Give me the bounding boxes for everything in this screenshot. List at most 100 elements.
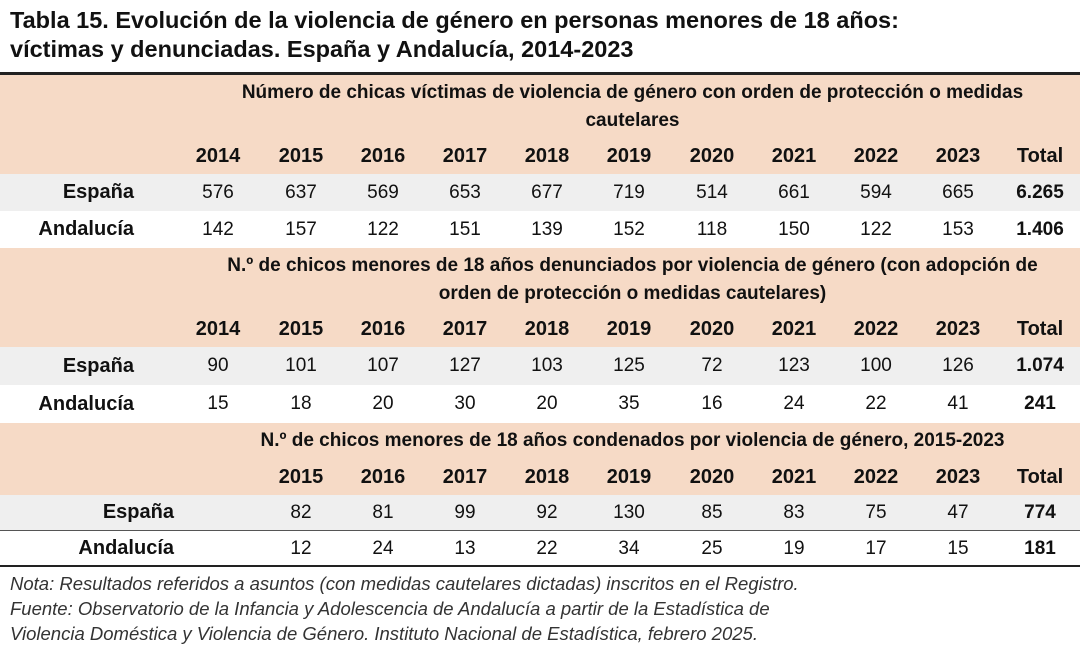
table-cell: 130 [613,501,645,523]
table-cell: 719 [613,181,645,203]
table-cell: 637 [285,181,317,203]
row-total: 181 [1024,537,1056,559]
table-cell: 19 [783,537,805,559]
table-cell: 103 [531,355,563,376]
table-cell: 34 [618,537,640,559]
table-cell: 152 [613,218,645,240]
column-header-2019: 2019 [606,317,652,340]
column-header-2021: 2021 [771,145,817,167]
table-cell: 90 [207,355,229,376]
column-header-2014: 2014 [195,317,241,340]
row-label: Andalucía [38,218,134,240]
table-cell: 24 [372,537,394,559]
row-label: Andalucía [78,537,174,559]
table-cell: 22 [536,537,558,559]
table-row [0,211,1080,248]
table-cell: 122 [860,218,892,240]
column-header-2017: 2017 [442,465,488,488]
row-total: 241 [1024,393,1056,414]
column-header-2014: 2014 [195,145,241,167]
row-label: España [62,354,134,377]
table-cell: 20 [536,393,558,414]
table-cell: 13 [454,537,476,559]
column-header-2020: 2020 [689,317,735,340]
table-cell: 125 [613,355,645,376]
column-header-2015: 2015 [278,145,324,167]
table-cell: 576 [202,181,234,203]
row-total: 6.265 [1016,181,1064,203]
table-cell: 81 [372,501,394,523]
table-row [0,531,1080,566]
table-cell: 92 [536,501,558,523]
column-header-total: Total [1016,145,1064,167]
table-cell: 150 [778,218,810,240]
section-heading-band [0,423,1080,459]
section-heading: N.º de chicos menores de 18 años condena… [190,427,1075,455]
table-cell: 83 [783,501,805,523]
table-cell: 22 [865,393,887,414]
table-cell: 118 [696,218,728,240]
column-header-2019: 2019 [606,145,652,167]
table-cell: 25 [701,537,723,559]
column-header-band [0,459,1080,495]
column-header-2016: 2016 [360,145,406,167]
table-cell: 151 [449,218,481,240]
column-header-total: Total [1016,317,1064,340]
table-cell: 665 [942,181,974,203]
title-line-2: víctimas y denunciadas. España y Andaluc… [10,36,634,62]
column-header-2015: 2015 [278,317,324,340]
column-header-2020: 2020 [689,465,735,488]
section-heading-line-2: orden de protección o medidas cautelares… [438,283,827,304]
column-header-2016: 2016 [360,317,406,340]
column-header-total: Total [1016,465,1064,488]
table-cell: 82 [290,501,312,523]
table-cell: 142 [202,218,234,240]
section-heading: N.º de chicos menores de 18 años denunci… [190,252,1075,308]
table-cell: 677 [531,181,563,203]
table-cell: 17 [865,537,887,559]
section-heading: Número de chicas víctimas de violencia d… [190,79,1075,135]
column-header-2023: 2023 [935,317,981,340]
column-header-2018: 2018 [524,317,570,340]
table-cell: 24 [783,393,805,414]
table-cell: 18 [290,393,312,414]
table-cell: 107 [367,355,399,376]
table-cell: 47 [947,501,969,523]
table-row [0,385,1080,423]
column-header-2023: 2023 [935,465,981,488]
table-cell: 75 [865,501,887,523]
note-line-2: Fuente: Observatorio de la Infancia y Ad… [10,598,770,619]
table-cell: 569 [367,181,399,203]
table-cell: 12 [290,537,312,559]
table-cell: 41 [947,393,969,414]
column-header-2016: 2016 [360,465,406,488]
table-cell: 101 [285,355,317,376]
note-line-3: Violencia Doméstica y Violencia de Géner… [10,623,758,644]
section-heading-line-1: N.º de chicos menores de 18 años condena… [260,430,1005,451]
table-cell: 30 [454,393,476,414]
table-row [0,174,1080,211]
row-total: 774 [1024,501,1056,523]
table-cell: 153 [942,218,974,240]
table-cell: 15 [207,393,229,414]
table-cell: 100 [860,355,892,376]
row-label: Andalucía [38,392,134,415]
table-cell: 35 [618,393,640,414]
table-cell: 594 [860,181,892,203]
table-cell: 85 [701,501,723,523]
table-title: Tabla 15. Evolución de la violencia de g… [10,6,1070,64]
table-cell: 661 [778,181,810,203]
column-header-2022: 2022 [853,145,899,167]
column-header-2023: 2023 [935,145,981,167]
row-total: 1.074 [1016,355,1064,376]
divider [0,530,1080,531]
column-header-band [0,139,1080,174]
table-note: Nota: Resultados referidos a asuntos (co… [10,571,1075,646]
section-heading-line-1: N.º de chicos menores de 18 años denunci… [227,255,1038,276]
column-header-2019: 2019 [606,465,652,488]
table-cell: 127 [449,355,481,376]
row-label: España [62,181,134,203]
column-header-2021: 2021 [771,465,817,488]
table-row [0,495,1080,530]
title-line-1: Tabla 15. Evolución de la violencia de g… [10,7,899,33]
